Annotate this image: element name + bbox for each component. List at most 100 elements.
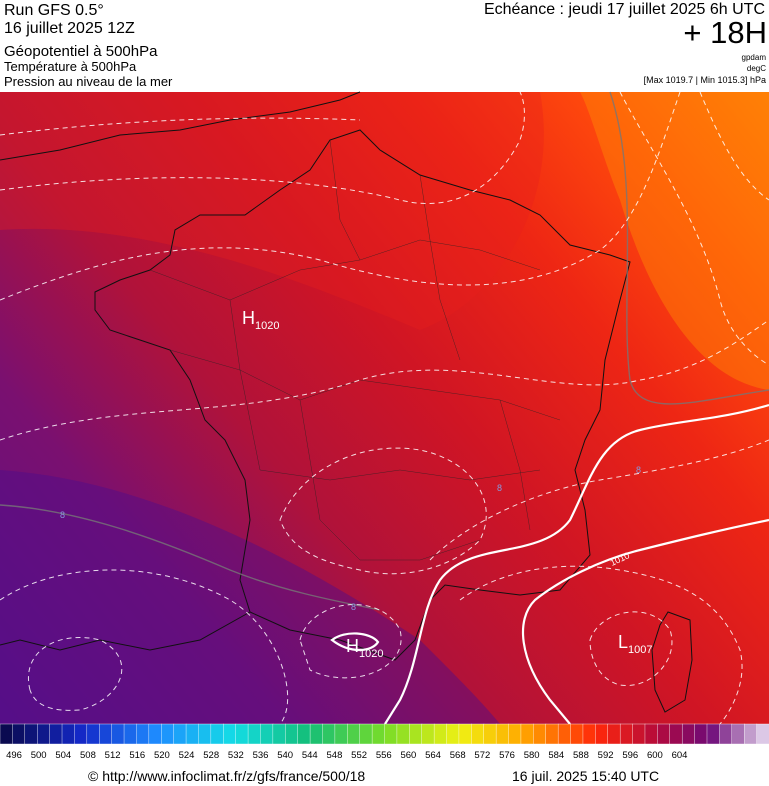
color-swatch xyxy=(471,723,485,745)
color-swatch xyxy=(247,723,261,745)
scale-label: 588 xyxy=(573,750,589,761)
scale-label: 568 xyxy=(450,750,466,761)
color-swatch xyxy=(756,723,769,745)
scale-label: 560 xyxy=(400,750,416,761)
temperature-contour xyxy=(609,91,769,405)
scale-label: 540 xyxy=(277,750,293,761)
source-url: © http://www.infoclimat.fr/z/gfs/france/… xyxy=(88,768,365,784)
scale-label: 500 xyxy=(31,750,47,761)
scale-label: 572 xyxy=(474,750,490,761)
color-swatch xyxy=(545,723,559,745)
color-swatch xyxy=(421,723,435,745)
color-swatch xyxy=(706,723,720,745)
corsica xyxy=(651,611,693,713)
color-swatch xyxy=(74,723,88,745)
geopotential-contour xyxy=(0,319,769,441)
color-swatch xyxy=(285,723,299,745)
pressure-center: L1007 xyxy=(618,632,653,656)
scale-label: 600 xyxy=(647,750,663,761)
scale-label: 556 xyxy=(376,750,392,761)
color-swatch xyxy=(681,723,696,745)
field xyxy=(0,92,769,724)
color-swatch xyxy=(632,723,646,745)
unit: degC xyxy=(747,64,766,73)
scale-label: 576 xyxy=(499,750,515,761)
color-swatch xyxy=(495,723,510,745)
color-swatch xyxy=(433,723,448,745)
color-swatch xyxy=(396,723,410,745)
color-swatch xyxy=(533,723,547,745)
scale-label: 496 xyxy=(6,750,22,761)
color-swatch xyxy=(384,723,398,745)
color-swatch xyxy=(235,723,249,745)
center-letter: L xyxy=(618,632,628,652)
england-coast xyxy=(0,91,361,161)
band xyxy=(0,470,500,724)
color-swatch xyxy=(557,723,572,745)
color-swatch xyxy=(198,723,212,745)
color-swatch xyxy=(322,723,336,745)
parameter: Température à 500hPa xyxy=(4,59,137,74)
color-swatch xyxy=(24,723,38,745)
coastline xyxy=(94,129,631,661)
color-swatch xyxy=(210,723,224,745)
scale-label: 524 xyxy=(179,750,195,761)
band xyxy=(580,92,769,390)
color-swatch xyxy=(61,723,75,745)
color-swatch xyxy=(99,723,113,745)
color-swatch xyxy=(111,723,125,745)
center-value: 1020 xyxy=(255,320,279,332)
color-swatch xyxy=(347,723,361,745)
temperature-label: 8 xyxy=(497,483,502,493)
color-swatch xyxy=(136,723,150,745)
color-swatch xyxy=(86,723,100,745)
center-letter: H xyxy=(346,636,359,656)
lead-time: + 18H xyxy=(683,15,767,50)
color-swatch xyxy=(223,723,237,745)
spain-border xyxy=(0,611,251,651)
color-swatch xyxy=(12,723,26,745)
scale-label: 548 xyxy=(327,750,343,761)
unit: gpdam xyxy=(742,53,767,62)
footer: © http://www.infoclimat.fr/z/gfs/france/… xyxy=(88,768,659,784)
scale-label: 584 xyxy=(548,750,564,761)
scale-label: 512 xyxy=(105,750,121,761)
scale-label: 528 xyxy=(203,750,219,761)
parameter: Géopotentiel à 500hPa xyxy=(4,43,158,60)
geopotential-contour xyxy=(459,565,743,725)
geopotential-contour xyxy=(279,447,487,575)
color-swatch xyxy=(309,723,323,745)
scale-label: 604 xyxy=(672,750,688,761)
geopotential-contour xyxy=(0,569,289,725)
generated-time: 16 juil. 2025 15:40 UTC xyxy=(512,768,659,784)
geopotential-contour xyxy=(299,604,402,679)
header: Run GFS 0.5° 16 juillet 2025 12Z Géopote… xyxy=(4,1,767,89)
center-value: 1020 xyxy=(359,648,383,660)
color-swatch xyxy=(582,723,596,745)
scale-label: 552 xyxy=(351,750,367,761)
scale-label: 564 xyxy=(425,750,441,761)
isobar xyxy=(384,403,769,725)
color-swatch xyxy=(123,723,137,745)
color-swatch xyxy=(185,723,199,745)
color-swatch xyxy=(483,723,497,745)
isobar xyxy=(330,632,380,652)
color-swatch xyxy=(619,723,634,745)
scale-label: 532 xyxy=(228,750,244,761)
color-swatch xyxy=(694,723,708,745)
color-swatch xyxy=(570,723,584,745)
geopotential-contour xyxy=(0,117,361,136)
color-swatch xyxy=(669,723,683,745)
geopotential-contour xyxy=(429,439,769,561)
center-value: 1007 xyxy=(628,644,652,656)
geopotential-contour xyxy=(28,636,123,711)
color-swatch xyxy=(173,723,187,745)
run-date: 16 juillet 2025 12Z xyxy=(4,20,135,37)
color-swatch xyxy=(297,723,311,745)
scale-label: 504 xyxy=(55,750,71,761)
geopotential-contour xyxy=(699,91,769,201)
band xyxy=(0,92,544,330)
color-swatch xyxy=(371,723,385,745)
temperature-label: 8 xyxy=(60,510,65,520)
isobar xyxy=(521,518,769,725)
